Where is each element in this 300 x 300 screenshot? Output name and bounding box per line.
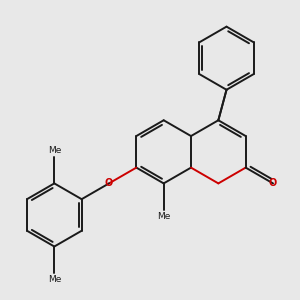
Text: Me: Me (48, 275, 61, 284)
Text: Me: Me (157, 212, 170, 221)
Text: O: O (105, 178, 113, 188)
Text: O: O (269, 178, 277, 188)
Text: Me: Me (48, 146, 61, 155)
